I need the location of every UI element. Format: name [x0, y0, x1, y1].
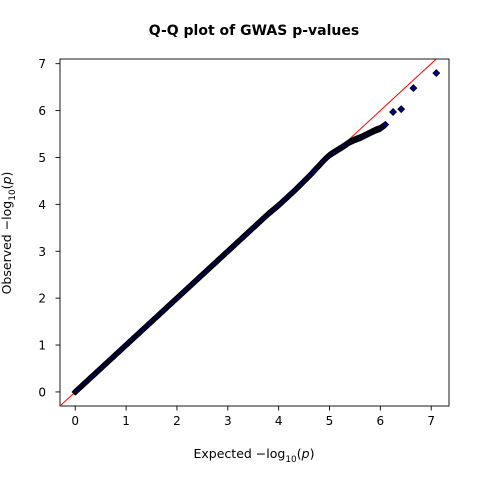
- outlier-point: [432, 69, 441, 78]
- x-axis-label: Expected −log10(p): [194, 446, 315, 465]
- x-tick-label: 3: [224, 414, 232, 428]
- y-tick-label: 0: [38, 385, 46, 399]
- x-tick-label: 1: [122, 414, 130, 428]
- y-tick-label: 2: [38, 292, 46, 306]
- y-tick-label: 1: [38, 339, 46, 353]
- x-tick-label: 0: [71, 414, 79, 428]
- x-axis: 0 1 2 3 4 5 6 7: [71, 406, 435, 428]
- x-tick-label: 6: [377, 414, 385, 428]
- data-point: [381, 120, 390, 129]
- chart-title: Q-Q plot of GWAS p-values: [149, 23, 359, 39]
- outlier-point: [409, 84, 418, 93]
- x-tick-label: 5: [326, 414, 334, 428]
- y-tick-label: 4: [38, 198, 46, 212]
- y-tick-label: 5: [38, 151, 46, 165]
- y-tick-label: 7: [38, 57, 46, 71]
- y-tick-label: 6: [38, 104, 46, 118]
- y-axis-label: Observed −log10(p): [0, 172, 18, 295]
- outlier-point: [397, 105, 406, 114]
- outlier-point: [389, 108, 398, 116]
- y-axis: 0 1 2 3 4 5 6 7: [38, 57, 60, 399]
- plot-area: [59, 58, 450, 407]
- x-tick-label: 2: [173, 414, 181, 428]
- x-tick-label: 4: [275, 414, 283, 428]
- x-tick-label: 7: [427, 414, 435, 428]
- data-points-group: [71, 69, 441, 396]
- y-tick-label: 3: [38, 245, 46, 259]
